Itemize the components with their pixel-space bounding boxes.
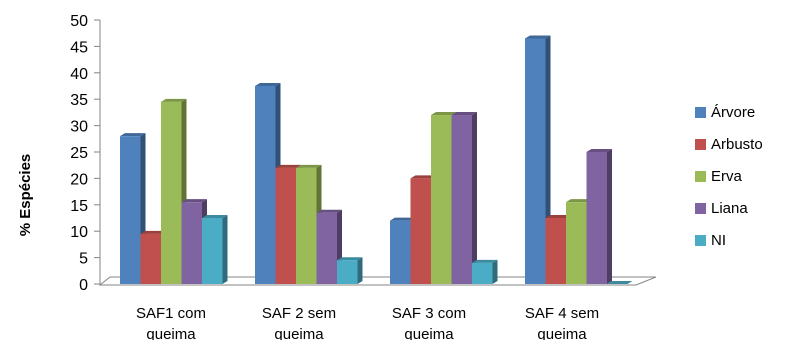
bar-liana-3 xyxy=(451,112,477,284)
bar-top xyxy=(255,83,281,86)
bar-ni-1 xyxy=(202,215,228,284)
y-tick-label: 15 xyxy=(70,198,88,215)
legend-label: NI xyxy=(711,232,726,249)
bar-ni-3 xyxy=(472,259,498,284)
bar-side xyxy=(357,257,363,284)
bar-front xyxy=(545,218,566,284)
legend-label: Arbusto xyxy=(711,136,763,153)
bar-front xyxy=(161,101,182,284)
legend: Árvore Arbusto Erva Liana NI xyxy=(695,104,763,249)
legend-swatch xyxy=(695,171,706,182)
bar-ni-4 xyxy=(607,281,633,284)
bar-top xyxy=(545,215,571,218)
bar-top xyxy=(316,209,342,213)
bar-ni-2 xyxy=(337,257,363,284)
bar-top xyxy=(451,112,477,116)
bar-side xyxy=(222,215,228,284)
y-axis-title: % Espécies xyxy=(17,154,34,237)
x-category-label: SAF1 com queima xyxy=(136,305,206,340)
legend-label: Erva xyxy=(711,168,743,185)
bar-front xyxy=(451,115,472,284)
y-tick-label: 30 xyxy=(70,119,88,136)
bar-side xyxy=(492,259,498,284)
y-tick-label: 35 xyxy=(70,92,88,109)
bar-top xyxy=(410,175,436,179)
bars xyxy=(120,35,633,285)
bar-top xyxy=(337,257,363,261)
bar-top xyxy=(120,133,146,137)
y-axis: 0 5 10 15 20 25 30 35 40 45 50 xyxy=(70,13,101,294)
bar-top xyxy=(607,281,633,284)
y-tick-label: 5 xyxy=(79,251,88,268)
bar-top xyxy=(390,217,416,221)
legend-swatch xyxy=(695,107,706,118)
bar-front xyxy=(275,167,296,284)
y-tick-label: 45 xyxy=(70,39,88,56)
x-axis-labels: SAF1 com queima SAF 2 sem queima SAF 3 com qu… xyxy=(136,305,599,343)
bar-top xyxy=(566,199,592,203)
bar-front xyxy=(120,136,141,284)
bar-liana-4 xyxy=(586,149,612,284)
legend-item-erva: Erva xyxy=(695,168,743,185)
bar-top xyxy=(586,149,612,152)
bar-side xyxy=(607,149,612,284)
bar-top xyxy=(431,112,457,116)
bar-front xyxy=(586,152,607,284)
y-tick-label: 0 xyxy=(79,277,88,294)
legend-swatch xyxy=(695,235,706,246)
bar-front xyxy=(202,218,223,284)
y-tick-label: 25 xyxy=(70,145,88,162)
legend-item-arbusto: Arbusto xyxy=(695,136,763,153)
x-category-label: SAF 3 com queima xyxy=(392,305,466,340)
legend-label: Liana xyxy=(711,200,748,217)
bar-front xyxy=(181,202,202,284)
legend-label: Árvore xyxy=(711,104,755,121)
bar-front xyxy=(140,233,161,284)
bar-top xyxy=(472,259,498,263)
bar-top xyxy=(181,199,207,203)
bar-top xyxy=(202,215,228,218)
y-tick-label: 10 xyxy=(70,224,88,241)
x-category-label: SAF 2 sem queima xyxy=(262,305,336,340)
bar-top xyxy=(525,35,551,39)
y-tick-label: 20 xyxy=(70,171,88,188)
legend-swatch xyxy=(695,203,706,214)
legend-item-liana: Liana xyxy=(695,200,748,217)
bar-front xyxy=(296,167,317,284)
bar-front xyxy=(337,260,358,284)
legend-item-árvore: Árvore xyxy=(695,104,755,121)
bar-front xyxy=(410,178,431,284)
bar-front xyxy=(390,220,411,284)
bar-top xyxy=(140,230,166,234)
bar-front xyxy=(431,115,452,284)
y-tick-label: 40 xyxy=(70,66,88,83)
bar-front xyxy=(472,262,493,284)
bar-front xyxy=(316,212,337,284)
bar-side xyxy=(472,112,477,284)
x-category-label: SAF 4 sem queima xyxy=(525,305,599,340)
y-tick-label: 50 xyxy=(70,13,88,30)
bar-top xyxy=(296,164,322,168)
legend-swatch xyxy=(695,139,706,150)
bar-top xyxy=(161,98,187,102)
bar-front xyxy=(566,202,587,284)
bar-top xyxy=(275,164,301,168)
bar-front xyxy=(525,38,546,285)
legend-item-ni: NI xyxy=(695,232,726,249)
bar-front xyxy=(255,86,276,284)
